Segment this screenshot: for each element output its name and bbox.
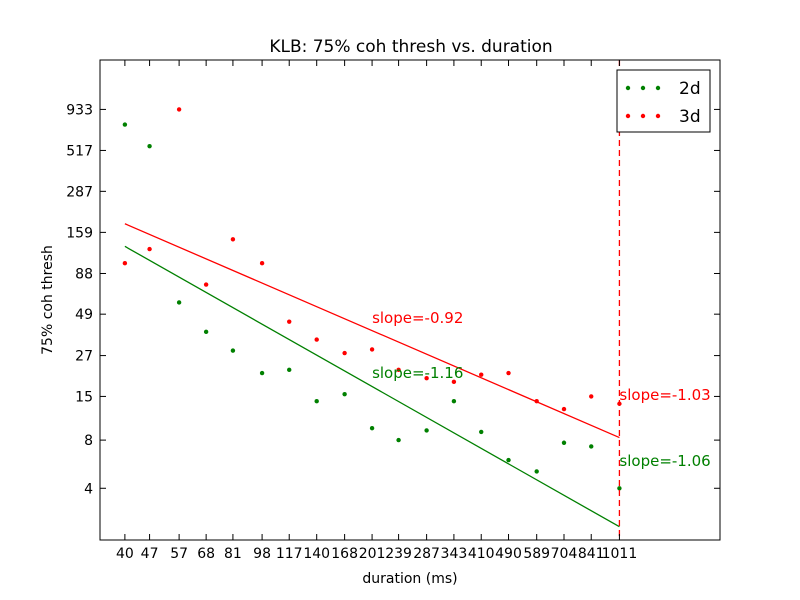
x-tick-label: 287 (413, 546, 440, 562)
data-point-2d (230, 348, 236, 353)
x-tick-label: 68 (197, 546, 215, 562)
y-tick-label: 4 (84, 481, 93, 497)
data-point-3d (479, 372, 484, 377)
y-tick-label: 933 (66, 102, 93, 118)
x-tick-label: 343 (441, 546, 468, 562)
legend-box (616, 69, 711, 133)
chart-title: KLB: 75% coh thresh vs. duration (269, 37, 552, 57)
final-slope-label-2d: slope=-1.06 (619, 452, 710, 470)
data-point-3d (122, 261, 128, 266)
data-point-3d (259, 261, 265, 266)
final-slope-label-3d: slope=-1.03 (619, 386, 710, 404)
data-point-2d (506, 457, 511, 463)
data-point-2d (176, 300, 182, 305)
y-tick-label: 159 (66, 225, 93, 241)
data-point-3d (534, 399, 539, 404)
x-tick-label: 704 (551, 546, 578, 562)
y-tick-label: 27 (75, 349, 93, 365)
x-tick-label: 841 (578, 546, 605, 562)
data-point-3d (369, 347, 375, 352)
data-point-2d (617, 486, 622, 491)
x-tick-label: 490 (495, 546, 522, 562)
x-tick-label: 140 (303, 546, 330, 562)
legend-marker-2d (640, 85, 646, 91)
data-point-3d (314, 337, 319, 342)
data-point-2d (259, 370, 265, 376)
x-tick-label: 1011 (602, 546, 638, 562)
data-point-2d (122, 122, 128, 127)
x-tick-label: 168 (331, 546, 358, 562)
data-point-2d (203, 329, 209, 335)
y-tick-label: 88 (75, 266, 93, 282)
slope-label-2d: slope=-1.16 (372, 364, 463, 382)
y-tick-label: 8 (84, 433, 93, 449)
legend-marker-2d (625, 85, 631, 91)
data-point-2d (451, 399, 457, 404)
data-point-2d (342, 391, 347, 397)
data-point-2d (534, 469, 539, 474)
data-point-3d (424, 375, 429, 381)
data-point-2d (479, 429, 484, 435)
x-tick-label: 410 (468, 546, 495, 562)
y-axis-label: 75% coh thresh (40, 245, 56, 355)
data-point-3d (451, 379, 457, 385)
data-point-3d (230, 237, 236, 242)
x-tick-label: 239 (385, 546, 412, 562)
data-point-3d (203, 282, 209, 287)
slope-label-3d: slope=-0.92 (372, 309, 463, 327)
data-point-3d (176, 107, 182, 112)
fit-line-3d (124, 223, 620, 439)
axes-frame (99, 59, 721, 541)
x-axis-label: duration (ms) (362, 571, 457, 587)
data-point-2d (396, 437, 401, 443)
legend-marker-2d (655, 85, 661, 91)
x-tick-label: 589 (523, 546, 550, 562)
data-point-2d (589, 444, 594, 449)
data-point-3d (589, 394, 594, 399)
y-tick-label: 517 (66, 143, 93, 159)
data-point-2d (369, 425, 375, 431)
data-point-3d (147, 246, 152, 252)
data-point-3d (287, 319, 292, 324)
plot-area: slope=-1.16 slope=-0.92 slope=-1.03 slope=-… (122, 60, 711, 540)
legend-label-3d: 3d (679, 107, 701, 127)
legend-marker-3d (640, 113, 646, 119)
legend-label-2d: 2d (679, 79, 701, 99)
x-tick-label: 40 (116, 546, 134, 562)
x-tick-label: 117 (276, 546, 303, 562)
data-point-2d (314, 399, 319, 404)
data-point-3d (561, 406, 567, 412)
fit-line-2d (124, 245, 620, 528)
data-point-2d (287, 367, 292, 373)
x-tick-label: 47 (141, 546, 159, 562)
x-tick-label: 81 (224, 546, 242, 562)
data-point-2d (561, 440, 567, 445)
legend-marker-3d (625, 113, 631, 119)
data-point-2d (424, 428, 429, 433)
y-tick-label: 15 (75, 389, 93, 405)
axis-ticks: 40 47 57 68 81 98 117 140 168 201 239 287 343 410 490 5… (66, 60, 720, 562)
x-tick-label: 201 (359, 546, 386, 562)
data-point-3d (396, 367, 401, 373)
legend-marker-3d (655, 113, 661, 119)
x-tick-label: 57 (170, 546, 188, 562)
data-point-3d (342, 350, 347, 356)
data-point-2d (147, 143, 152, 149)
x-tick-label: 98 (253, 546, 271, 562)
y-tick-label: 49 (75, 307, 93, 323)
data-point-3d (506, 370, 511, 376)
y-tick-label: 287 (66, 184, 93, 200)
